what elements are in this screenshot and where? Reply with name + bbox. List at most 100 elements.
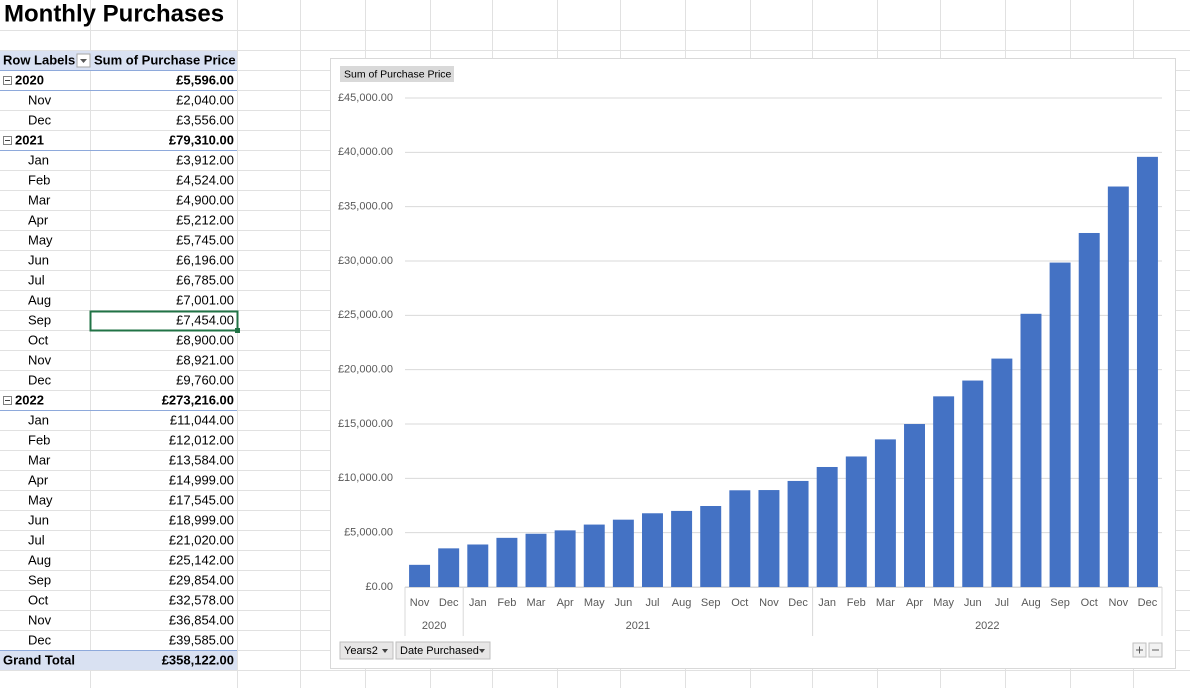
month-value: £9,760.00 — [176, 372, 234, 387]
month-value: £7,454.00 — [176, 312, 234, 327]
month-label: Jun — [28, 512, 49, 527]
y-tick-label: £45,000.00 — [338, 92, 393, 104]
bar — [1049, 262, 1071, 587]
month-label: Feb — [28, 172, 50, 187]
x-group-label: 2020 — [422, 620, 446, 632]
month-value: £21,020.00 — [169, 532, 234, 547]
month-label: Feb — [28, 432, 50, 447]
year-label: 2021 — [15, 132, 44, 147]
month-label: Jan — [28, 412, 49, 427]
x-tick-label: Nov — [410, 597, 430, 609]
bar — [554, 530, 576, 587]
month-label: Nov — [28, 612, 52, 627]
x-tick-label: Aug — [1021, 597, 1041, 609]
y-tick-label: £5,000.00 — [344, 527, 393, 539]
x-tick-label: Nov — [1109, 597, 1129, 609]
chart: Sum of Purchase Price Years2 Date Purchase… — [338, 66, 1163, 660]
month-value: £39,585.00 — [169, 632, 234, 647]
bar — [612, 519, 634, 587]
bar — [700, 505, 722, 587]
axis-field-button[interactable] — [339, 641, 394, 660]
month-label: Oct — [28, 592, 49, 607]
grand-total-value: £358,122.00 — [162, 652, 234, 667]
bar — [641, 513, 663, 587]
month-value: £7,001.00 — [176, 292, 234, 307]
y-tick-label: £40,000.00 — [338, 146, 393, 158]
pivot-table: Row Labels Sum of Purchase Price 2020 £5,59… — [0, 52, 237, 667]
x-tick-label: Sep — [1050, 597, 1070, 609]
month-label: Nov — [28, 352, 52, 367]
month-label: Dec — [28, 112, 52, 127]
x-tick-label: Nov — [759, 597, 779, 609]
series-field-button[interactable] — [340, 66, 454, 82]
x-tick-label: Apr — [906, 597, 923, 609]
month-value: £5,212.00 — [176, 212, 234, 227]
month-value: £36,854.00 — [169, 612, 234, 627]
x-tick-label: Aug — [672, 597, 692, 609]
bar — [583, 524, 605, 587]
x-tick-label: Oct — [1081, 597, 1098, 609]
y-tick-label: £35,000.00 — [338, 201, 393, 213]
grand-total-bg — [0, 651, 237, 670]
month-value: £32,578.00 — [169, 592, 234, 607]
dropdown-arrow — [382, 649, 388, 653]
bar — [787, 480, 809, 587]
bar — [845, 456, 867, 587]
x-tick-label: Mar — [527, 597, 546, 609]
month-label: Oct — [28, 332, 49, 347]
x-group-label: 2021 — [626, 620, 650, 632]
bar — [496, 537, 518, 587]
month-value: £14,999.00 — [169, 472, 234, 487]
header-bg — [0, 51, 237, 70]
sheet-title: Monthly Purchases — [4, 0, 224, 27]
month-label: Mar — [28, 452, 51, 467]
y-tick-label: £30,000.00 — [338, 255, 393, 267]
x-tick-label: Feb — [497, 597, 516, 609]
month-value: £12,012.00 — [169, 432, 234, 447]
x-tick-label: Dec — [788, 597, 808, 609]
selected-cell[interactable] — [89, 310, 239, 332]
month-value: £5,745.00 — [176, 232, 234, 247]
month-value: £11,044.00 — [170, 412, 234, 427]
x-tick-label: Jul — [995, 597, 1009, 609]
fill-handle[interactable] — [235, 328, 240, 333]
x-tick-label: Dec — [1138, 597, 1158, 609]
y-tick-label: £10,000.00 — [338, 472, 393, 484]
month-label: Apr — [28, 212, 49, 227]
month-value: £17,545.00 — [169, 492, 234, 507]
month-value: £25,142.00 — [169, 552, 234, 567]
bar — [438, 548, 460, 587]
x-tick-label: Mar — [876, 597, 895, 609]
bar — [409, 564, 431, 587]
filter-arrow — [80, 59, 87, 63]
month-label: May — [28, 232, 53, 247]
x-tick-label: Jan — [469, 597, 487, 609]
y-tick-label: £25,000.00 — [338, 309, 393, 321]
bar — [525, 533, 547, 587]
month-value: £13,584.00 — [169, 452, 234, 467]
month-label: Aug — [28, 292, 51, 307]
x-tick-label: May — [933, 597, 954, 609]
axis-field-button[interactable] — [395, 641, 491, 660]
month-value: £8,921.00 — [176, 352, 234, 367]
month-value: £6,785.00 — [176, 272, 234, 287]
axis-field-label: Date Purchased — [400, 645, 479, 657]
bar — [467, 544, 489, 587]
y-tick-label: £0.00 — [365, 581, 393, 593]
dropdown-arrow — [479, 649, 485, 653]
bar — [758, 490, 780, 587]
month-label: Jul — [28, 532, 45, 547]
month-value: £29,854.00 — [169, 572, 234, 587]
month-label: Jun — [28, 252, 49, 267]
month-label: Apr — [28, 472, 49, 487]
bar — [1078, 232, 1100, 588]
year-label: 2020 — [15, 72, 44, 87]
month-value: £4,524.00 — [176, 172, 234, 187]
bar — [874, 439, 896, 587]
month-label: Dec — [28, 372, 52, 387]
month-label: Aug — [28, 552, 51, 567]
x-tick-label: Apr — [557, 597, 574, 609]
month-value: £18,999.00 — [169, 512, 234, 527]
